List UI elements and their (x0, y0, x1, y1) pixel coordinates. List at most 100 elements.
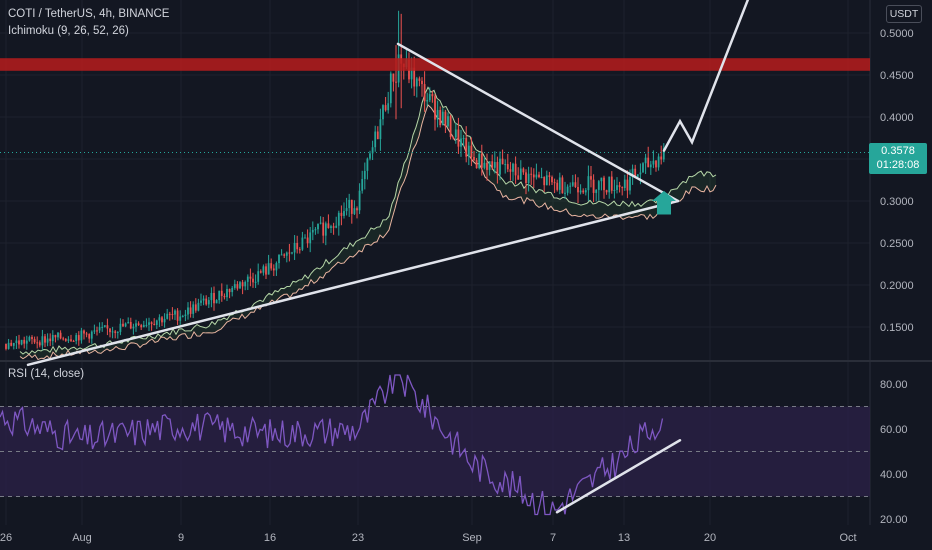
projected-path (662, 0, 750, 152)
rsi-tick-label: 20.00 (880, 514, 908, 526)
candle-body (236, 284, 239, 289)
candle-body (345, 208, 348, 212)
candle-body (67, 339, 70, 341)
candle-body (597, 181, 600, 190)
candle-body (660, 156, 663, 160)
candle-body (454, 129, 457, 138)
candle-body (657, 156, 660, 168)
candle-body (265, 266, 267, 275)
candle-body (168, 313, 171, 315)
candle-body (564, 192, 566, 194)
candle-body (184, 314, 187, 316)
candle-body (49, 338, 52, 342)
candle-body (340, 212, 343, 216)
candle-body (532, 174, 535, 178)
price-tick-label: 0.1500 (880, 322, 914, 334)
candle-body (486, 162, 488, 170)
candle-body (493, 162, 496, 168)
candle-body (634, 168, 637, 177)
candle-body (259, 271, 262, 273)
candle-body (62, 338, 65, 340)
candle-body (343, 211, 345, 216)
candle-body (31, 337, 33, 340)
candle-body (662, 148, 665, 160)
candle-body (626, 179, 629, 191)
candle-body (350, 199, 353, 214)
rsi-legend[interactable]: RSI (14, close) (8, 368, 85, 380)
candle-body (233, 284, 236, 288)
time-tick-label: 23 (352, 532, 364, 544)
candle-body (332, 226, 335, 228)
candle-body (527, 173, 530, 184)
candle-body (200, 300, 202, 303)
candle-body (322, 222, 325, 236)
candle-body (551, 176, 553, 183)
candle-body (460, 138, 462, 147)
candle-body (649, 164, 652, 168)
candle-body (33, 339, 36, 343)
candle-body (470, 145, 473, 157)
ichimoku-legend[interactable]: Ichimoku (9, 26, 52, 26) (8, 25, 129, 37)
candle-body (353, 208, 356, 214)
candle-body (623, 179, 626, 189)
time-tick-label: 13 (618, 532, 630, 544)
triangle-lower-trendline (26, 199, 680, 367)
candle-body (262, 266, 265, 273)
candle-body (179, 316, 182, 321)
symbol-legend[interactable]: COTI / TetherUS, 4h, BINANCE (8, 8, 170, 20)
time-tick-label: Sep (462, 532, 482, 544)
candle-body (426, 100, 429, 102)
candle-body (543, 176, 546, 186)
rsi-pane (0, 374, 870, 516)
candle-body (613, 189, 616, 191)
candle-body (444, 111, 447, 127)
candle-body (519, 168, 522, 180)
candle-body (480, 153, 483, 168)
candle-body (371, 147, 374, 154)
candle-body (337, 212, 340, 226)
candle-body (161, 317, 163, 323)
breakout-arrow-icon (652, 190, 676, 215)
candle-body (83, 330, 85, 334)
candle-body (584, 190, 587, 193)
candle-body (140, 325, 143, 328)
currency-button[interactable]: USDT (886, 5, 922, 23)
candle-body (80, 330, 83, 341)
candle-body (514, 163, 517, 176)
candle-body (358, 190, 361, 211)
candle-body (28, 337, 31, 341)
candle-body (215, 300, 218, 304)
candle-body (506, 164, 509, 170)
candle-body (319, 222, 322, 224)
price-tick-label: 0.3000 (880, 196, 914, 208)
candle-body (122, 323, 124, 327)
candle-body (272, 268, 275, 271)
candle-body (38, 342, 41, 346)
candle-body (207, 300, 210, 305)
candle-body (548, 175, 551, 177)
candle-body (556, 182, 559, 190)
candle-body (18, 340, 20, 345)
current-price: 0.3578 (881, 145, 915, 157)
candle-body (283, 254, 286, 256)
candle-body (114, 331, 117, 333)
candle-body (20, 339, 23, 345)
candle-body (582, 190, 585, 193)
candle-body (608, 176, 611, 193)
candle-body (439, 110, 442, 126)
candle-body (314, 229, 317, 231)
candle-body (46, 338, 49, 343)
current-price-tag: 0.3578 01:28:08 (869, 143, 927, 174)
candle-body (616, 185, 618, 190)
candle-body (51, 335, 54, 342)
candle-body (171, 314, 174, 316)
candle-body (106, 325, 109, 329)
candle-body (395, 81, 397, 83)
candle-body (317, 223, 319, 230)
candle-body (434, 96, 436, 120)
candle-body (545, 175, 548, 186)
candle-body (418, 78, 421, 81)
candle-body (558, 177, 561, 190)
candle-body (145, 324, 148, 326)
